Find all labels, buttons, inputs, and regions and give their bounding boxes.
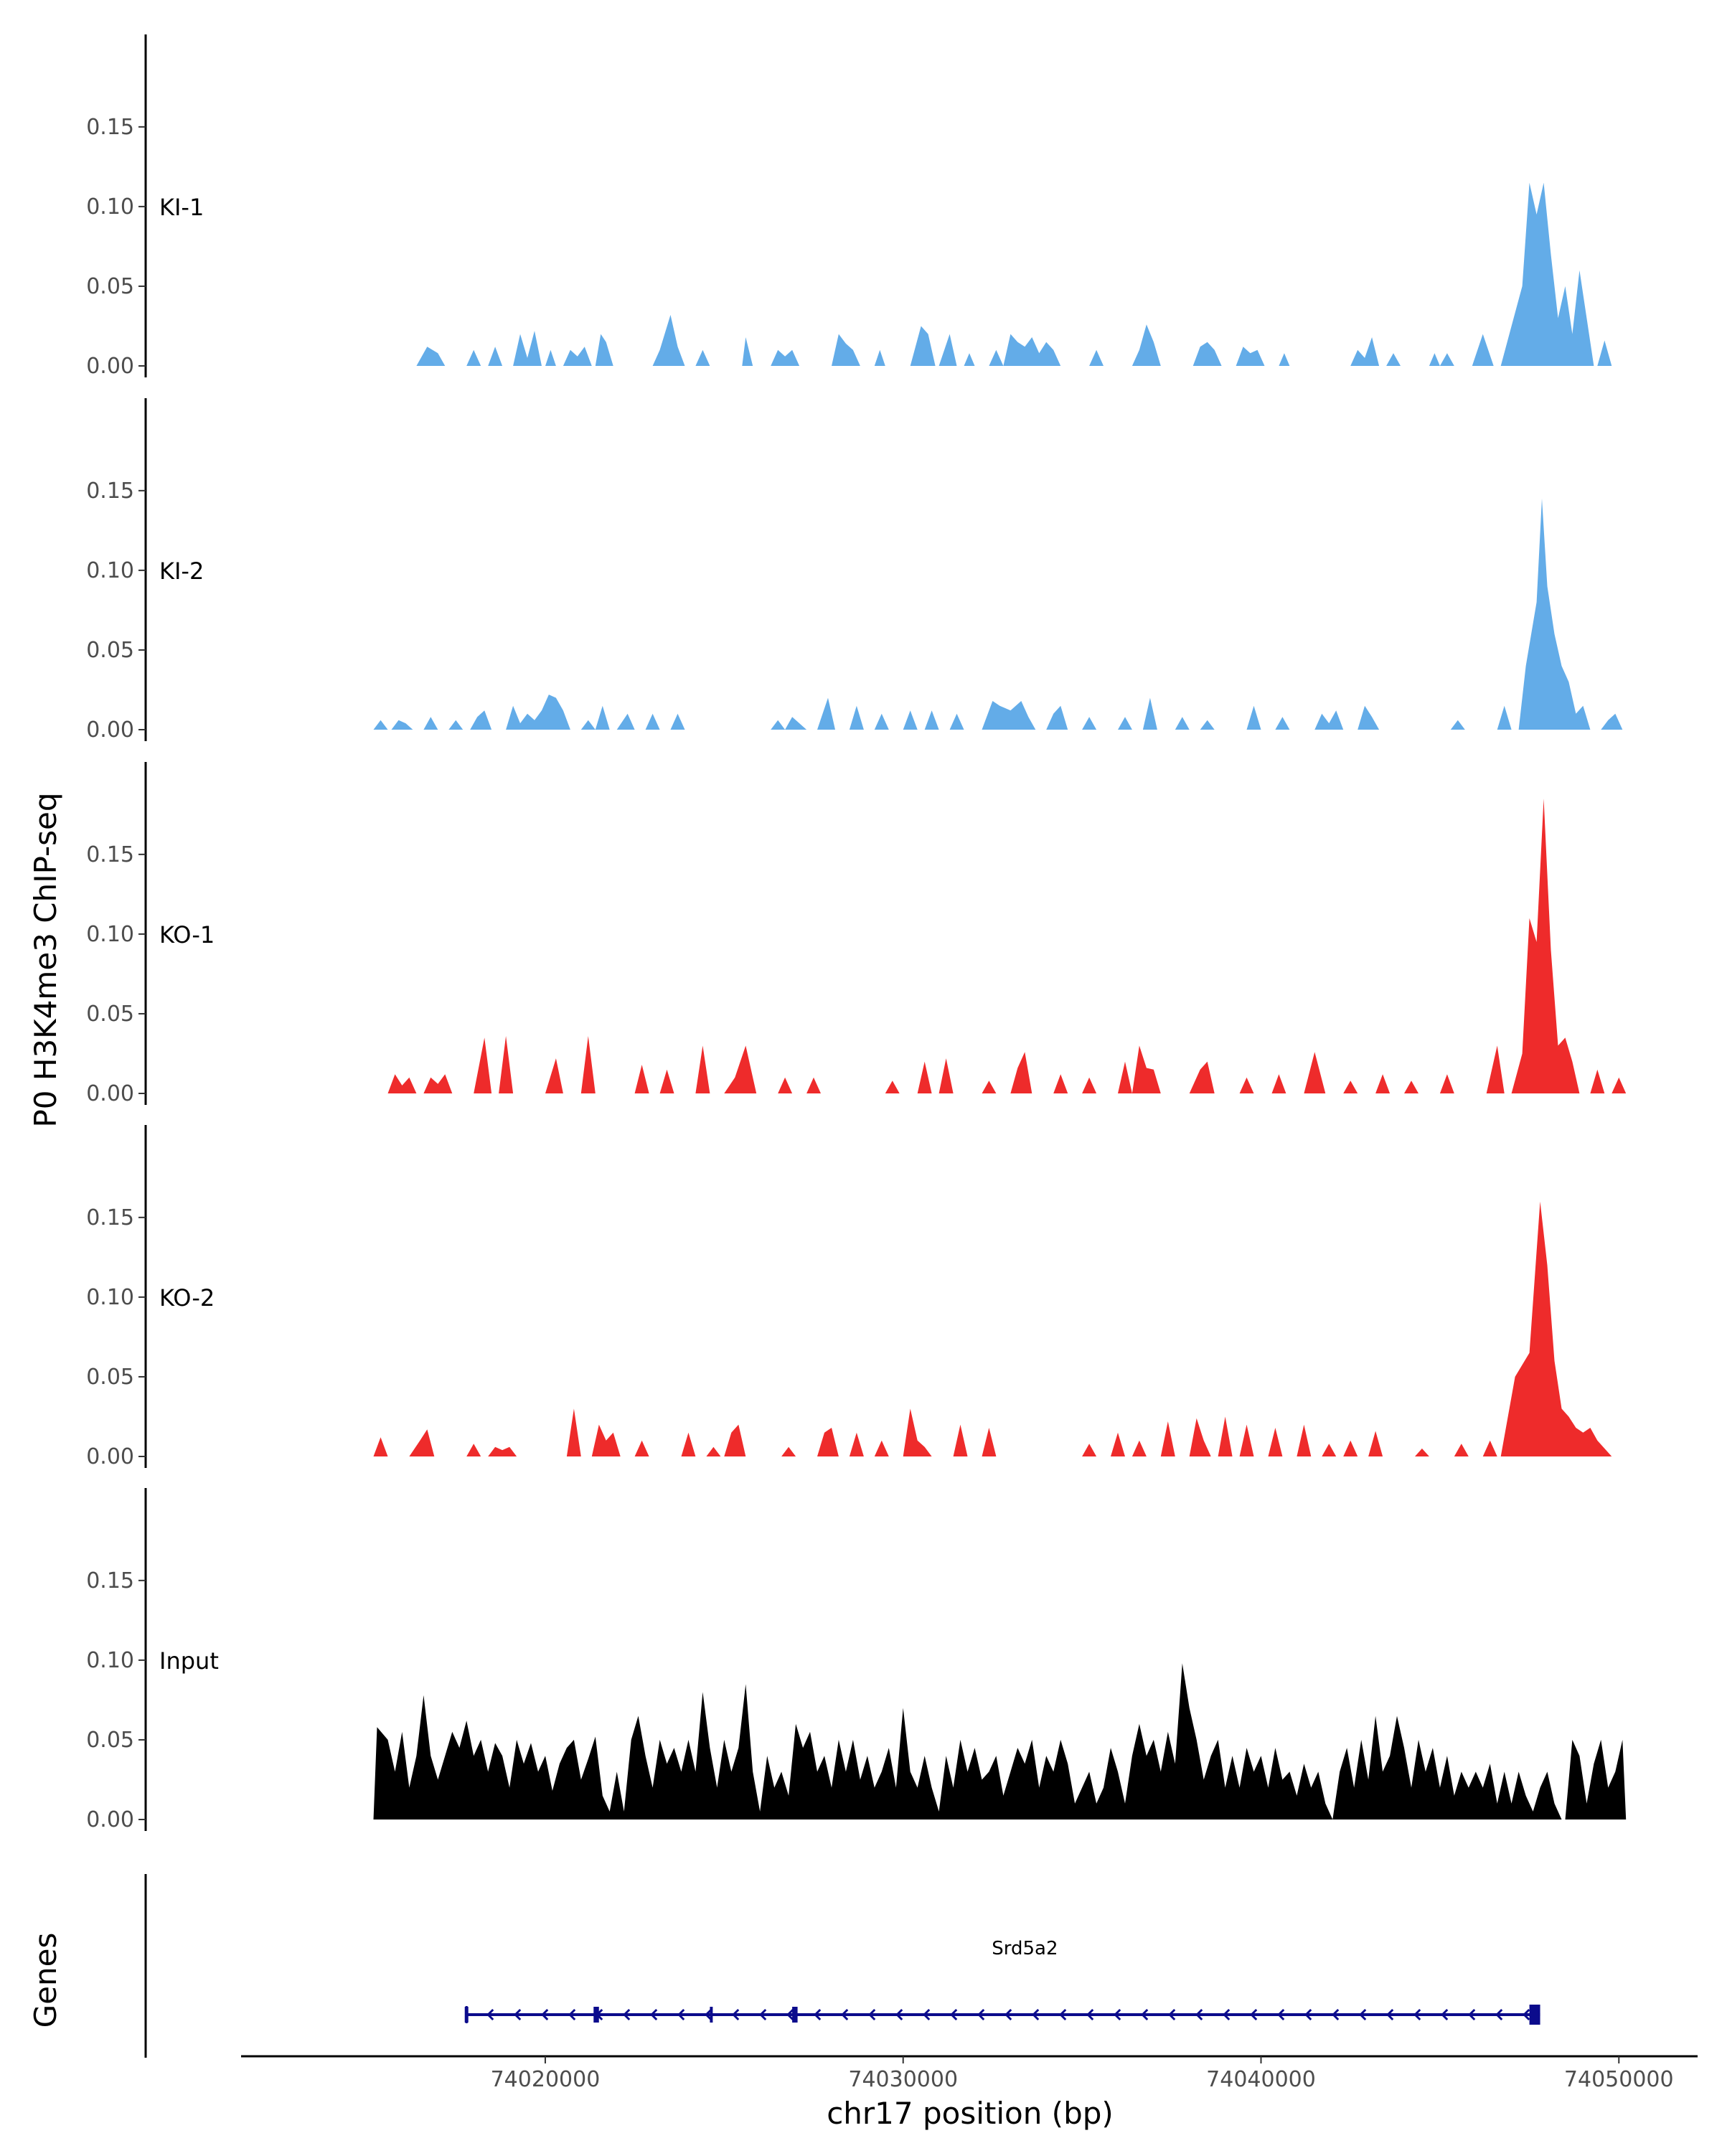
strand-chevron xyxy=(950,2008,958,2021)
y-tick-label: 0.10 xyxy=(86,1648,134,1673)
strand-chevron xyxy=(541,2008,549,2021)
y-tick-label: 0.10 xyxy=(86,1285,134,1310)
strand-chevron xyxy=(814,2008,822,2021)
y-tick-label: 0.15 xyxy=(86,115,134,140)
x-axis-title: chr17 position (bp) xyxy=(827,2096,1114,2131)
strand-chevron xyxy=(514,2008,522,2021)
gene-exon xyxy=(593,2007,599,2023)
y-tick-label: 0.00 xyxy=(86,354,134,379)
track-ko-1: 0.00 0.05 0.10 0.15 KO-1 xyxy=(86,762,1627,1106)
strand-chevron xyxy=(705,2008,712,2021)
strand-chevron xyxy=(1495,2008,1503,2021)
strand-chevron xyxy=(1168,2008,1176,2021)
track-input: 0.00 0.05 0.10 0.15 Input xyxy=(86,1488,1627,1832)
strand-chevron xyxy=(1059,2008,1067,2021)
strand-chevron xyxy=(486,2008,494,2021)
strand-chevron xyxy=(1413,2008,1421,2021)
strand-chevron xyxy=(1223,2008,1231,2021)
strand-chevron xyxy=(1141,2008,1149,2021)
x-tick-label: 74050000 xyxy=(1564,2067,1674,2092)
y-tick-label: 0.05 xyxy=(86,638,134,663)
track-label: KI-1 xyxy=(159,194,204,221)
strand-chevron xyxy=(1004,2008,1012,2021)
strand-chevron xyxy=(868,2008,876,2021)
strand-chevron xyxy=(677,2008,685,2021)
x-axis: 74020000 74030000 74040000 74050000 xyxy=(241,2055,1698,2092)
track-label: KI-2 xyxy=(159,557,204,585)
y-tick-label: 0.00 xyxy=(86,717,134,743)
strand-chevron xyxy=(1359,2008,1367,2021)
strand-chevron xyxy=(1523,2008,1530,2021)
y-tick-label: 0.15 xyxy=(86,842,134,867)
strand-chevron xyxy=(1250,2008,1258,2021)
track-label: Input xyxy=(159,1647,219,1675)
y-tick-label: 0.10 xyxy=(86,558,134,583)
strand-chevron xyxy=(759,2008,767,2021)
strand-chevron xyxy=(568,2008,576,2021)
strand-chevron xyxy=(623,2008,631,2021)
signal-area xyxy=(373,498,1623,730)
track-label: KO-1 xyxy=(159,921,215,948)
y-tick-label: 0.00 xyxy=(86,1807,134,1832)
strand-chevron xyxy=(1195,2008,1203,2021)
y-tick-label: 0.10 xyxy=(86,194,134,220)
track-ko-2: 0.00 0.05 0.10 0.15 KO-2 xyxy=(86,1125,1612,1469)
y-tick-label: 0.15 xyxy=(86,1205,134,1230)
strand-chevron xyxy=(732,2008,740,2021)
strand-chevron xyxy=(1114,2008,1121,2021)
gene-exon xyxy=(792,2007,798,2023)
y-tick-label: 0.05 xyxy=(86,1365,134,1390)
strand-chevron xyxy=(923,2008,931,2021)
track-ki-2: 0.00 0.05 0.10 0.15 KI-2 xyxy=(86,398,1623,743)
strand-chevron xyxy=(977,2008,985,2021)
track-label: KO-2 xyxy=(159,1284,215,1312)
gene-name-label: Srd5a2 xyxy=(992,1938,1058,1959)
y-tick-label: 0.00 xyxy=(86,1444,134,1469)
strand-chevron xyxy=(1086,2008,1094,2021)
y-axis-title: P0 H3K4me3 ChIP-seq xyxy=(28,792,63,1127)
y-tick-label: 0.15 xyxy=(86,479,134,504)
y-tick-label: 0.05 xyxy=(86,274,134,299)
y-tick-label: 0.05 xyxy=(86,1728,134,1753)
genes-axis-title: Genes xyxy=(28,1933,63,2028)
y-tick-label: 0.10 xyxy=(86,922,134,947)
signal-area xyxy=(387,799,1627,1093)
strand-chevron xyxy=(895,2008,903,2021)
tracks-layer: 0.00 0.05 0.10 0.15 KI-1 0.00 0.05 0.10 0.15 KI-2… xyxy=(86,34,1627,1832)
strand-chevron xyxy=(841,2008,849,2021)
gene-exon xyxy=(710,2007,713,2023)
gene-exon xyxy=(1529,2005,1540,2025)
x-tick-label: 74040000 xyxy=(1206,2067,1316,2092)
strand-chevron xyxy=(1386,2008,1394,2021)
track-ki-1: 0.00 0.05 0.10 0.15 KI-1 xyxy=(86,34,1612,379)
signal-area xyxy=(373,1201,1612,1456)
genes-panel: Srd5a2 xyxy=(144,1874,1540,2058)
strand-chevron xyxy=(1304,2008,1312,2021)
strand-chevron xyxy=(1277,2008,1285,2021)
strand-chevron xyxy=(1468,2008,1476,2021)
x-tick-label: 74030000 xyxy=(848,2067,958,2092)
signal-area xyxy=(373,1663,1627,1820)
y-tick-label: 0.00 xyxy=(86,1081,134,1106)
y-tick-label: 0.15 xyxy=(86,1568,134,1594)
x-tick-label: 74020000 xyxy=(491,2067,601,2092)
strand-chevron xyxy=(786,2008,794,2021)
strand-chevron xyxy=(1441,2008,1449,2021)
strand-chevron xyxy=(1332,2008,1340,2021)
strand-chevron xyxy=(650,2008,658,2021)
signal-area xyxy=(416,182,1612,366)
y-tick-label: 0.05 xyxy=(86,1002,134,1027)
strand-chevron xyxy=(1032,2008,1040,2021)
